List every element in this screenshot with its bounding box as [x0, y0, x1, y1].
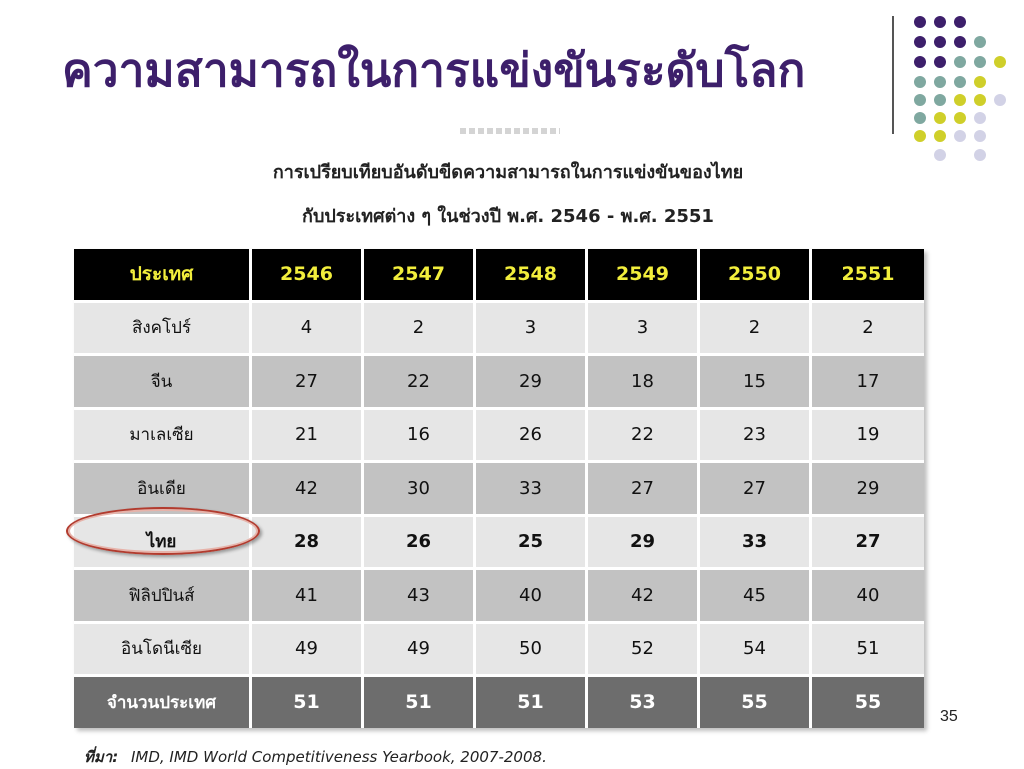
rank-cell: 15 [700, 356, 812, 410]
source-text: IMD, IMD World Competitiveness Yearbook,… [130, 748, 547, 766]
rank-cell: 29 [588, 516, 700, 570]
rank-cell: 3 [588, 302, 700, 356]
header-year: 2546 [252, 249, 364, 303]
rank-cell: 30 [364, 463, 476, 517]
country-count-cell: 51 [364, 677, 476, 728]
country-cell: อินโดนีเซีย [74, 623, 252, 677]
rank-cell: 16 [364, 409, 476, 463]
rank-cell: 51 [812, 623, 924, 677]
country-count-cell: 55 [812, 677, 924, 728]
rank-cell: 18 [588, 356, 700, 410]
country-cell-highlighted: ไทย [74, 516, 252, 570]
table-row: มาเลเซีย 21 16 26 22 23 19 [74, 409, 924, 463]
table-row: อินเดีย 42 30 33 27 27 29 [74, 463, 924, 517]
faded-text-fragment [460, 128, 560, 134]
rank-cell: 27 [252, 356, 364, 410]
country-cell: จีน [74, 356, 252, 410]
table-row: จีน 27 22 29 18 15 17 [74, 356, 924, 410]
rank-cell: 45 [700, 570, 812, 624]
rank-cell: 49 [364, 623, 476, 677]
header-year: 2547 [364, 249, 476, 303]
rank-cell: 21 [252, 409, 364, 463]
rank-cell: 29 [476, 356, 588, 410]
page-number: 35 [940, 708, 958, 725]
rank-cell: 22 [588, 409, 700, 463]
header-year: 2548 [476, 249, 588, 303]
rank-cell: 27 [588, 463, 700, 517]
rank-cell: 43 [364, 570, 476, 624]
competitiveness-ranking-table: ประเทศ 2546 2547 2548 2549 2550 2551 สิง… [74, 249, 924, 728]
rank-cell: 54 [700, 623, 812, 677]
slide-title: ความสามารถในการแข่งขันระดับโลก [62, 43, 806, 97]
rank-cell: 33 [700, 516, 812, 570]
header-year: 2551 [812, 249, 924, 303]
table-row: สิงคโปร์ 4 2 3 3 2 2 [74, 302, 924, 356]
header-country: ประเทศ [74, 249, 252, 303]
rank-cell: 27 [700, 463, 812, 517]
country-count-cell: 55 [700, 677, 812, 728]
rank-cell: 4 [252, 302, 364, 356]
country-cell: สิงคโปร์ [74, 302, 252, 356]
rank-cell: 25 [476, 516, 588, 570]
rank-cell: 42 [252, 463, 364, 517]
table-caption-line-2: กับประเทศต่าง ๆ ในช่วงปี พ.ศ. 2546 - พ.ศ… [302, 206, 714, 227]
rank-cell: 40 [812, 570, 924, 624]
table-row: ฟิลิปปินส์ 41 43 40 42 45 40 [74, 570, 924, 624]
country-cell: มาเลเซีย [74, 409, 252, 463]
source-label: ที่มา: [84, 748, 119, 766]
rank-cell: 29 [812, 463, 924, 517]
rank-cell: 33 [476, 463, 588, 517]
rank-cell: 19 [812, 409, 924, 463]
country-count-cell: 51 [252, 677, 364, 728]
rank-cell: 3 [476, 302, 588, 356]
rank-cell: 28 [252, 516, 364, 570]
table-row: อินโดนีเซีย 49 49 50 52 54 51 [74, 623, 924, 677]
title-divider [892, 16, 894, 134]
rank-cell: 2 [812, 302, 924, 356]
rank-cell: 40 [476, 570, 588, 624]
rank-cell: 27 [812, 516, 924, 570]
table-header-row: ประเทศ 2546 2547 2548 2549 2550 2551 [74, 249, 924, 303]
table-row-highlighted: ไทย 28 26 25 29 33 27 [74, 516, 924, 570]
country-count-cell: 53 [588, 677, 700, 728]
rank-cell: 2 [364, 302, 476, 356]
rank-cell: 2 [700, 302, 812, 356]
rank-cell: 17 [812, 356, 924, 410]
rank-cell: 49 [252, 623, 364, 677]
rank-cell: 50 [476, 623, 588, 677]
header-year: 2550 [700, 249, 812, 303]
rank-cell: 52 [588, 623, 700, 677]
table-caption-line-1: การเปรียบเทียบอันดับขีดความสามารถในการแข… [272, 162, 744, 183]
country-cell: ฟิลิปปินส์ [74, 570, 252, 624]
rank-cell: 26 [476, 409, 588, 463]
source-note: ที่มา: IMD, IMD World Competitiveness Ye… [84, 745, 547, 769]
country-cell: อินเดีย [74, 463, 252, 517]
rank-cell: 41 [252, 570, 364, 624]
rank-cell: 22 [364, 356, 476, 410]
rank-cell: 26 [364, 516, 476, 570]
table-footer-row: จำนวนประเทศ 51 51 51 53 55 55 [74, 677, 924, 728]
header-year: 2549 [588, 249, 700, 303]
country-count-cell: 51 [476, 677, 588, 728]
rank-cell: 42 [588, 570, 700, 624]
rank-cell: 23 [700, 409, 812, 463]
footer-label: จำนวนประเทศ [74, 677, 252, 728]
